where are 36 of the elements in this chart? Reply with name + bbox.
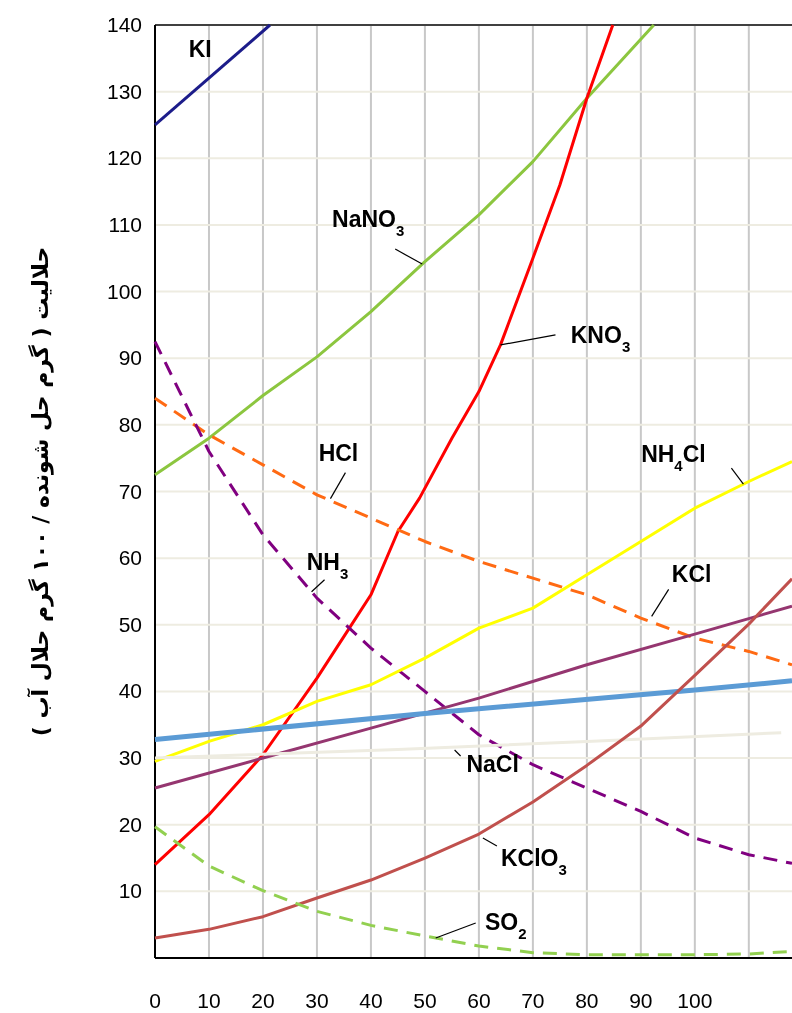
x-tick-label: 100 xyxy=(677,989,713,1012)
series-label: NaNO$_{3}$ xyxy=(332,206,405,239)
y-tick-label: 130 xyxy=(106,79,142,103)
y-tick-label: 60 xyxy=(118,546,142,570)
text: KNO$_{3}$ xyxy=(570,321,631,355)
x-tick-label: 0 xyxy=(149,989,161,1012)
x-tick-label: 10 xyxy=(197,989,221,1012)
x-tick-label: 70 xyxy=(521,989,545,1012)
y-tick-label: 100 xyxy=(106,279,142,303)
x-tick-label: 90 xyxy=(629,989,653,1012)
series-label: KCl xyxy=(671,561,712,588)
y-tick-label: 120 xyxy=(106,146,142,170)
x-tick-label: 50 xyxy=(413,989,437,1012)
series-label: HCl xyxy=(318,439,359,466)
y-tick-label: 40 xyxy=(118,679,142,703)
y-tick-label: 70 xyxy=(118,479,142,503)
y-axis-title: حلالیت ( گرم حل شونده / ۱۰۰ گرم حلال آب ) xyxy=(26,246,54,737)
y-tick-label: 20 xyxy=(118,812,142,836)
x-tick-label: 30 xyxy=(305,989,329,1012)
y-tick-label: 90 xyxy=(118,346,142,370)
y-tick-label: 50 xyxy=(118,612,142,636)
series-label: KI xyxy=(188,36,212,63)
x-tick-label: 40 xyxy=(359,989,383,1012)
series-label: KClO$_{3}$ xyxy=(500,845,567,878)
series-label: NH$_{4}$Cl xyxy=(641,441,706,474)
y-tick-label: 10 xyxy=(118,879,142,903)
y-tick-label: 140 xyxy=(106,13,142,36)
x-tick-label: 20 xyxy=(251,989,275,1012)
x-tick-label: 80 xyxy=(575,989,599,1012)
series-label: SO$_{2}$ xyxy=(484,909,527,942)
y-tick-label: 80 xyxy=(118,412,142,436)
series-label: NaCl xyxy=(466,751,519,778)
x-tick-label: 60 xyxy=(467,989,491,1012)
y-tick-label: 30 xyxy=(118,746,142,770)
series-label: NH$_{3}$ xyxy=(306,548,349,582)
y-tick-label: 110 xyxy=(108,212,142,236)
